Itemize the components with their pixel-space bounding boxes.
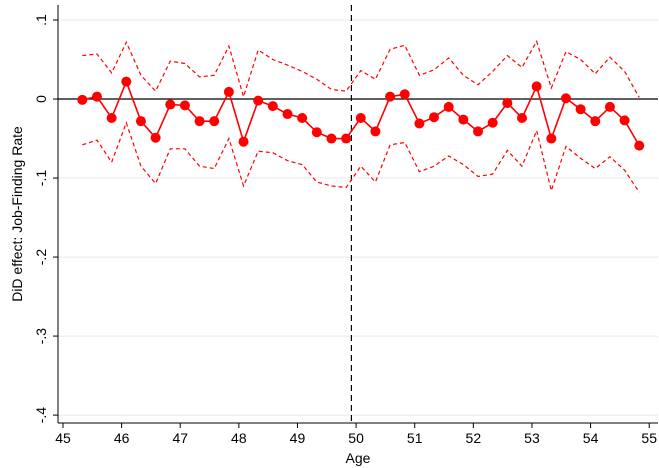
y-tick-label: -.1	[33, 170, 49, 187]
point	[91, 91, 102, 102]
point	[297, 112, 308, 123]
x-tick-label: 45	[55, 430, 71, 446]
x-axis-label: Age	[346, 450, 371, 466]
y-tick-label: -.2	[33, 249, 49, 266]
point	[531, 81, 542, 92]
point	[77, 94, 88, 105]
x-tick-label: 52	[466, 430, 482, 446]
point	[590, 116, 601, 127]
x-tick-label: 53	[524, 430, 540, 446]
point	[267, 101, 278, 112]
y-tick-label: 0	[33, 95, 49, 103]
point	[165, 99, 176, 110]
point	[311, 127, 322, 138]
point	[370, 126, 381, 137]
point	[179, 100, 190, 111]
x-tick-label: 54	[583, 430, 599, 446]
x-tick-label: 46	[114, 430, 130, 446]
x-tick-label: 48	[231, 430, 247, 446]
point	[473, 126, 484, 137]
point	[546, 133, 557, 144]
point	[458, 114, 469, 125]
point	[355, 112, 366, 123]
point	[443, 101, 454, 112]
y-axis-label: DiD effect: Job-Finding Rate	[9, 126, 25, 302]
point	[634, 140, 645, 151]
point	[560, 93, 571, 104]
y-tick-label: .1	[33, 14, 49, 26]
point	[604, 101, 615, 112]
point	[487, 117, 498, 128]
x-tick-label: 55	[641, 430, 657, 446]
point	[516, 112, 527, 123]
point	[209, 116, 220, 127]
point	[150, 132, 161, 143]
y-tick-label: -.3	[33, 328, 49, 345]
point	[619, 115, 630, 126]
y-tick-label: -.4	[33, 407, 49, 424]
point	[326, 133, 337, 144]
point	[223, 86, 234, 97]
point	[575, 104, 586, 115]
point	[429, 112, 440, 123]
point	[106, 112, 117, 123]
confidence-line	[82, 120, 640, 193]
x-tick-label: 49	[290, 430, 306, 446]
point	[121, 76, 132, 87]
point	[253, 95, 264, 106]
point	[282, 109, 293, 120]
point	[414, 118, 425, 129]
point	[502, 97, 513, 108]
point	[238, 136, 249, 147]
point	[385, 91, 396, 102]
x-tick-label: 50	[348, 430, 364, 446]
x-tick-label: 47	[172, 430, 188, 446]
point	[341, 133, 352, 144]
x-tick-label: 51	[407, 430, 423, 446]
point	[194, 116, 205, 127]
confidence-line	[82, 39, 640, 99]
point	[135, 116, 146, 127]
point	[399, 89, 410, 100]
